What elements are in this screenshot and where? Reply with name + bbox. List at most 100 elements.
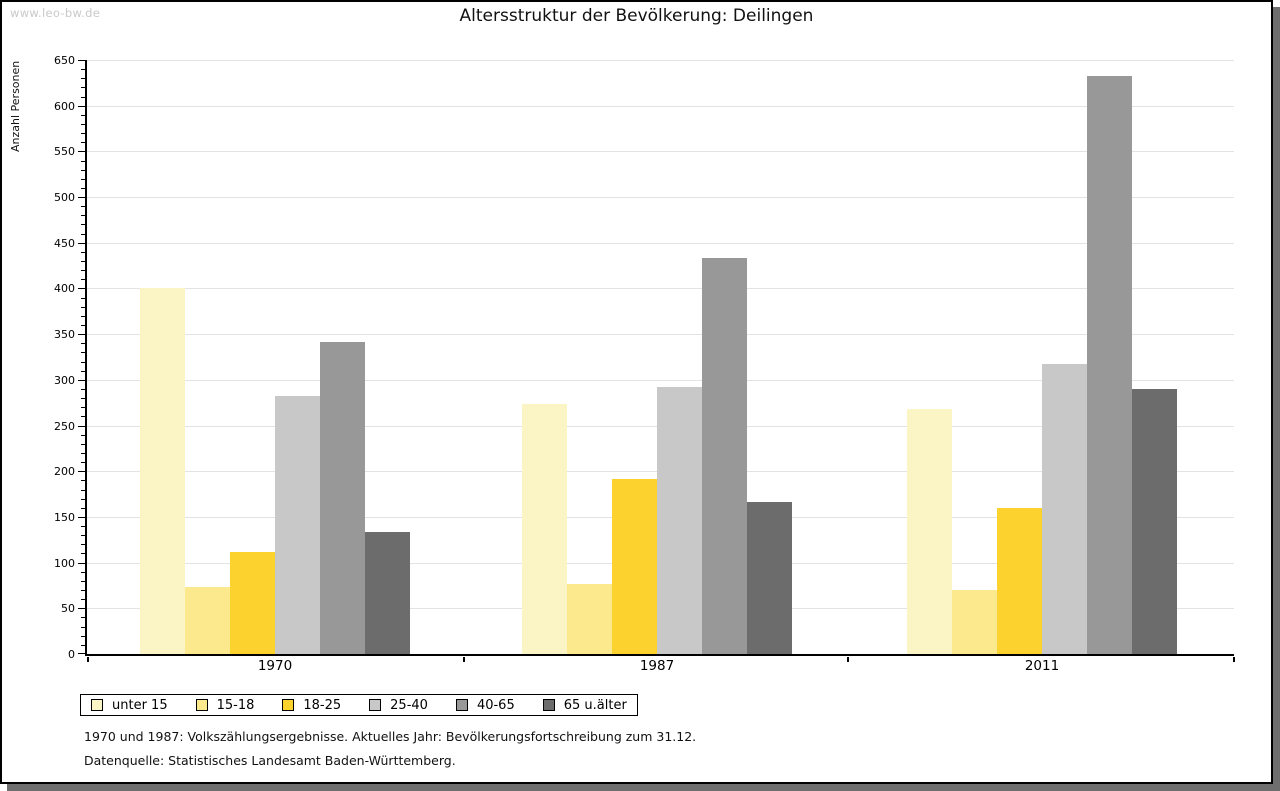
y-axis-title: Anzahl Personen	[9, 60, 22, 152]
gridline-550	[87, 151, 1234, 152]
bar-1970-15-18	[185, 587, 230, 654]
y-tick-400	[78, 288, 85, 289]
y-tick-label-300: 300	[54, 374, 75, 387]
legend-label-65-u-aelter: 65 u.älter	[563, 697, 627, 713]
y-minor-tick	[81, 325, 85, 326]
y-tick-350	[78, 334, 85, 335]
bar-1987-18-25	[612, 479, 657, 654]
y-minor-tick	[81, 261, 85, 262]
y-tick-label-100: 100	[54, 557, 75, 570]
y-minor-tick	[81, 142, 85, 143]
y-minor-tick	[81, 234, 85, 235]
footnote-line-1: 1970 und 1987: Volkszählungsergebnisse. …	[84, 729, 697, 744]
y-tick-500	[78, 197, 85, 198]
legend-item-unter-15: unter 15	[91, 698, 168, 713]
y-minor-tick	[81, 133, 85, 134]
x-label-2011: 2011	[1024, 658, 1060, 674]
y-minor-tick	[81, 636, 85, 637]
gridline-300	[87, 380, 1234, 381]
y-minor-tick	[81, 526, 85, 527]
y-minor-tick	[81, 499, 85, 500]
y-tick-50	[78, 608, 85, 609]
y-tick-450	[78, 243, 85, 244]
y-minor-tick	[81, 279, 85, 280]
gridline-500	[87, 197, 1234, 198]
y-tick-label-600: 600	[54, 100, 75, 113]
y-tick-200	[78, 471, 85, 472]
y-minor-tick	[81, 371, 85, 372]
y-tick-label-400: 400	[54, 282, 75, 295]
y-minor-tick	[81, 115, 85, 116]
y-tick-250	[78, 426, 85, 427]
y-minor-tick	[81, 599, 85, 600]
gridline-650	[87, 60, 1234, 61]
gridline-600	[87, 106, 1234, 107]
y-minor-tick	[81, 389, 85, 390]
y-minor-tick	[81, 124, 85, 125]
legend-item-65-u-aelter: 65 u.älter	[542, 697, 627, 713]
legend-item-25-40: 25-40	[369, 698, 428, 713]
bar-1987-25-40	[657, 387, 702, 654]
y-minor-tick	[81, 307, 85, 308]
y-minor-tick	[81, 398, 85, 399]
y-minor-tick	[81, 435, 85, 436]
y-minor-tick	[81, 407, 85, 408]
y-tick-label-450: 450	[54, 237, 75, 250]
y-minor-tick	[81, 627, 85, 628]
y-minor-tick	[81, 462, 85, 463]
y-minor-tick	[81, 572, 85, 573]
legend-label-unter-15: unter 15	[112, 697, 168, 713]
y-tick-600	[78, 106, 85, 107]
y-tick-0	[78, 653, 85, 654]
y-minor-tick	[81, 490, 85, 491]
y-tick-label-50: 50	[61, 602, 75, 615]
y-tick-label-500: 500	[54, 191, 75, 204]
footnote-line-2: Datenquelle: Statistisches Landesamt Bad…	[84, 753, 456, 768]
x-tick-0	[87, 657, 89, 662]
gridline-400	[87, 288, 1234, 289]
y-tick-300	[78, 380, 85, 381]
x-label-1970: 1970	[257, 658, 293, 674]
bar-2011-40-65	[1087, 76, 1132, 654]
bar-1970-25-40	[275, 396, 320, 654]
legend-label-40-65: 40-65	[476, 697, 515, 713]
y-minor-tick	[81, 316, 85, 317]
legend-label-25-40: 25-40	[390, 697, 428, 713]
watermark: www.leo-bw.de	[10, 6, 101, 20]
y-minor-tick	[81, 617, 85, 618]
y-minor-tick	[81, 188, 85, 189]
y-minor-tick	[81, 87, 85, 88]
window-shadow-bottom	[7, 784, 1280, 791]
y-minor-tick	[81, 553, 85, 554]
bar-2011-15-18	[952, 590, 997, 654]
bar-2011-18-25	[997, 508, 1042, 654]
x-tick-1	[463, 657, 465, 662]
y-tick-label-350: 350	[54, 328, 75, 341]
bar-1987-40-65	[702, 258, 747, 654]
bar-1970-40-65	[320, 342, 365, 654]
y-minor-tick	[81, 645, 85, 646]
y-minor-tick	[81, 170, 85, 171]
y-tick-650	[78, 60, 85, 61]
legend-label-18-25: 18-25	[303, 697, 342, 713]
y-tick-550	[78, 151, 85, 152]
legend-item-15-18: 15-18	[195, 698, 254, 713]
y-minor-tick	[81, 69, 85, 70]
y-minor-tick	[81, 362, 85, 363]
plot-area: 0 50 100 150 200 250 300 350 400 450 500 550 600 650	[54, 54, 1235, 662]
y-minor-tick	[81, 590, 85, 591]
legend-item-40-65: 40-65	[455, 697, 515, 713]
y-minor-tick	[81, 298, 85, 299]
y-tick-label-200: 200	[54, 465, 75, 478]
gridline-450	[87, 243, 1234, 244]
bar-2011-unter-15	[907, 409, 952, 654]
legend-swatch-15-18	[195, 699, 208, 711]
bar-1970-65-u-aelter	[365, 532, 410, 654]
y-minor-tick	[81, 215, 85, 216]
bar-1970-18-25	[230, 552, 275, 654]
x-tick-2	[847, 657, 849, 662]
y-minor-tick	[81, 179, 85, 180]
y-minor-tick	[81, 480, 85, 481]
y-minor-tick	[81, 343, 85, 344]
y-tick-100	[78, 563, 85, 564]
